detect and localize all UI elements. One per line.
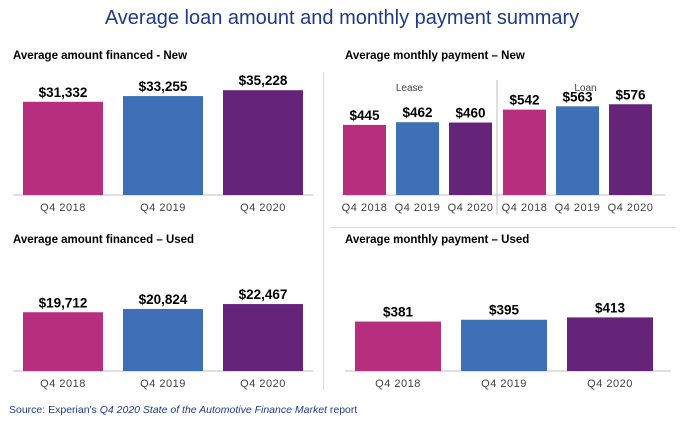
tick-label: Q4 2018 (40, 378, 86, 390)
bar-value-label: $542 (509, 93, 539, 108)
bar (23, 101, 103, 195)
panel-payment-used: Average monthly payment – Used $381 Q4 20… (345, 234, 671, 394)
bar (396, 122, 439, 195)
chart-payment-new: $445 Q4 2018 $462 Q4 2019 $460 Q4 2020 Lease $5… (342, 80, 665, 215)
bar-value-label: $563 (562, 89, 593, 104)
bar (503, 109, 546, 195)
bar-value-label: $22,467 (239, 287, 288, 302)
bar-value-label: $576 (615, 87, 646, 102)
tick-label: Q4 2020 (587, 378, 633, 390)
bar-value-label: $33,255 (139, 79, 188, 94)
chart-title: Average amount financed – Used (13, 234, 195, 246)
bar-value-label: $19,712 (39, 295, 88, 310)
source-note: Source: Experian's Q4 2020 State of the … (9, 404, 357, 416)
chart-title: Average amount financed - New (13, 50, 188, 62)
group-label: Loan (574, 83, 596, 94)
bar-value-label: $460 (455, 106, 485, 121)
bar (556, 106, 599, 195)
bar (609, 104, 652, 195)
bar (461, 319, 547, 371)
bar-value-label: $31,332 (39, 85, 88, 100)
bar (355, 321, 441, 371)
bar-value-label: $462 (402, 105, 432, 120)
bar (449, 122, 492, 195)
tick-label: Q4 2019 (481, 378, 527, 390)
bar-value-label: $395 (489, 303, 520, 318)
bar-value-label: $20,824 (139, 292, 188, 307)
bar (567, 317, 653, 371)
bar (123, 308, 203, 371)
page-title: Average loan amount and monthly payment … (104, 7, 580, 29)
tick-label: Q4 2019 (140, 202, 186, 214)
source-prefix: Source: Experian's (9, 404, 100, 416)
tick-label: Q4 2020 (608, 202, 654, 214)
tick-label: Q4 2018 (375, 378, 421, 390)
tick-label: Q4 2020 (240, 202, 286, 214)
chart-title: Average monthly payment – Used (345, 234, 530, 246)
group-label: Lease (396, 83, 424, 94)
tick-label: Q4 2019 (140, 378, 186, 390)
panel-financed-new: Average amount financed - New $31,332 Q4 … (13, 50, 313, 214)
bar (123, 96, 203, 195)
bar-value-label: $381 (383, 305, 414, 320)
bar-value-label: $35,228 (239, 73, 288, 88)
chart-title: Average monthly payment – New (345, 50, 525, 62)
chart-payment-used: $381 Q4 2018 $395 Q4 2019 $413 Q4 2020 (345, 300, 671, 390)
chart-financed-new: $31,332 Q4 2018 $33,255 Q4 2019 $35,228 Q4 20… (13, 73, 313, 214)
bar (343, 124, 386, 195)
tick-label: Q4 2018 (502, 202, 548, 214)
source-suffix: report (326, 404, 358, 416)
tick-label: Q4 2018 (342, 202, 388, 214)
bar-value-label: $445 (349, 108, 380, 123)
tick-label: Q4 2020 (448, 202, 494, 214)
panel-payment-new: Average monthly payment – New $445 Q4 201… (342, 50, 671, 215)
source-report-title: Q4 2020 State of the Automotive Finance … (99, 404, 327, 416)
tick-label: Q4 2018 (40, 202, 86, 214)
bar (223, 304, 303, 371)
vertical-divider (323, 72, 324, 390)
tick-label: Q4 2020 (240, 378, 286, 390)
chart-financed-used: $19,712 Q4 2018 $20,824 Q4 2019 $22,467 Q4 20… (13, 287, 313, 390)
tick-label: Q4 2019 (555, 202, 601, 214)
panel-financed-used: Average amount financed – Used $19,712 Q4… (13, 234, 313, 394)
bar-value-label: $413 (595, 300, 626, 315)
bar (23, 312, 103, 371)
bar (223, 90, 303, 195)
tick-label: Q4 2019 (395, 202, 441, 214)
horizontal-divider-right (330, 227, 676, 228)
